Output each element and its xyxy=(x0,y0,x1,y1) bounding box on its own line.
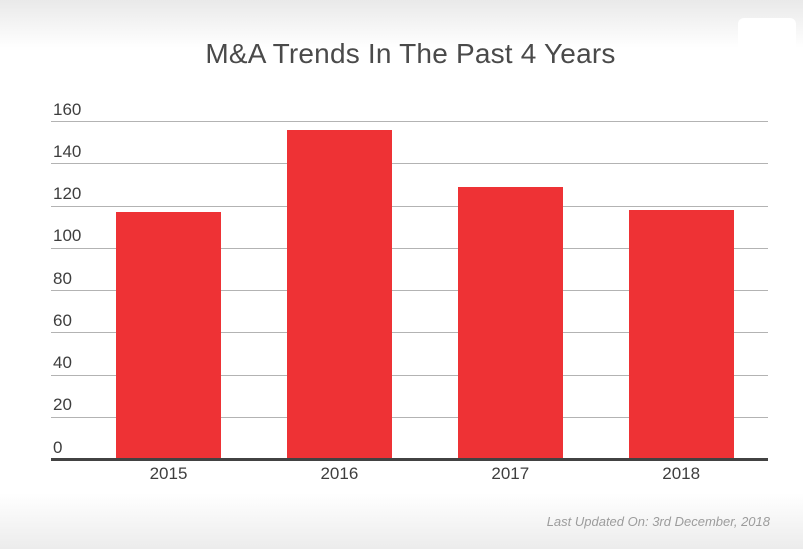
y-tick-label-140: 140 xyxy=(53,141,82,161)
x-tick-label-2018: 2018 xyxy=(662,464,701,483)
gridline-60 xyxy=(51,332,768,334)
y-tick-label-120: 120 xyxy=(53,184,82,203)
bar-2017[interactable] xyxy=(457,186,563,458)
gridline-120 xyxy=(51,205,768,207)
top-gradient xyxy=(0,0,803,48)
gridline-20 xyxy=(51,416,768,418)
top-right-white-box xyxy=(738,18,796,59)
gridline-40 xyxy=(51,374,768,376)
gridline-100 xyxy=(51,247,768,249)
y-tick-label-160: 160 xyxy=(53,99,82,119)
y-tick-label-40: 40 xyxy=(53,353,72,372)
bar-2018[interactable] xyxy=(628,210,734,458)
x-axis-baseline xyxy=(51,458,768,461)
bar-2015[interactable] xyxy=(116,212,221,458)
y-tick-label-60: 60 xyxy=(53,310,72,330)
y-tick-label-80: 80 xyxy=(53,268,72,288)
last-updated-note: Last Updated On: 3rd December, 2018 xyxy=(546,514,770,529)
gridline-80 xyxy=(51,290,768,291)
x-tick-label-2015: 2015 xyxy=(149,464,188,483)
gridline-160 xyxy=(51,121,768,122)
y-tick-label-100: 100 xyxy=(53,226,82,246)
bar-2016[interactable] xyxy=(286,129,392,458)
chart-title: M&A Trends In The Past 4 Years xyxy=(205,38,616,69)
y-tick-label-20: 20 xyxy=(53,395,72,415)
x-tick-label-2017: 2017 xyxy=(491,464,530,483)
y-tick-label-0: 0 xyxy=(53,437,63,457)
x-tick-label-2016: 2016 xyxy=(320,464,359,483)
bottom-gradient xyxy=(0,493,803,549)
gridline-140 xyxy=(51,163,768,165)
